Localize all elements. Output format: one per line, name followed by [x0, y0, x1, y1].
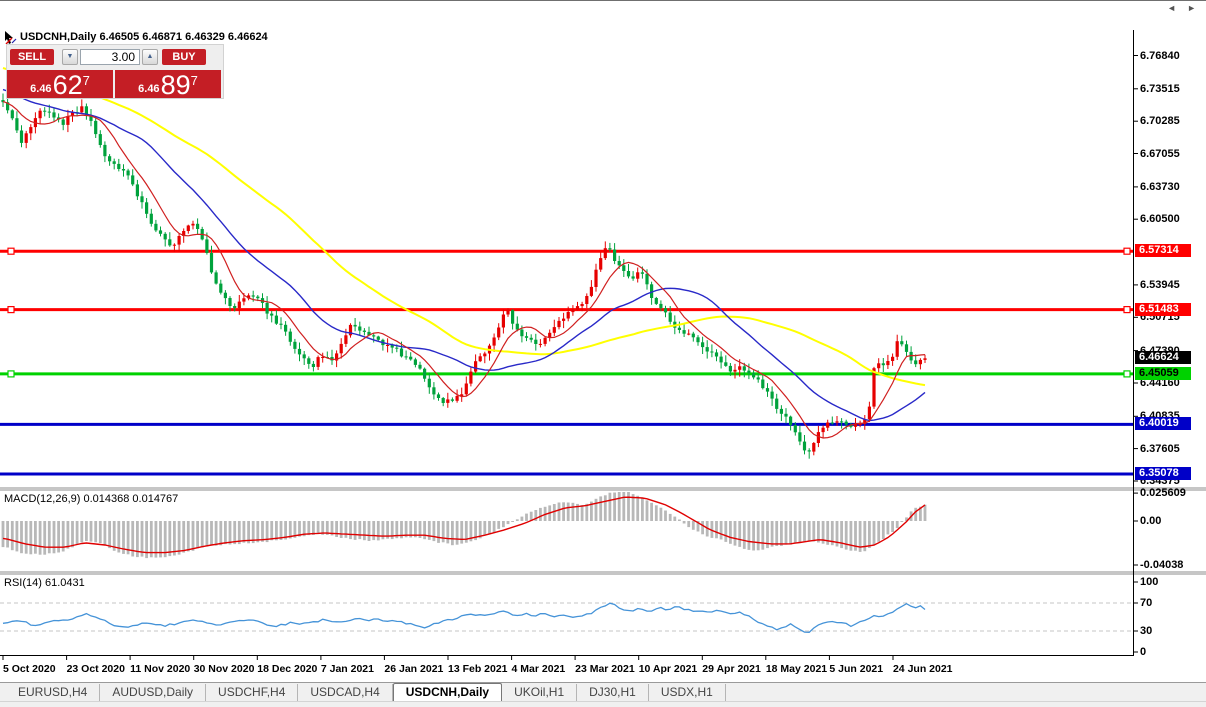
buy-price-big: 89	[160, 70, 191, 100]
date-axis-label: 13 Feb 2021	[447, 663, 508, 675]
price-tick-label: 6.76840	[1140, 49, 1180, 62]
current-price-label: 6.46624	[1135, 351, 1191, 365]
sell-price-prefix: 6.46	[30, 83, 52, 95]
chart-cursor-icon	[5, 31, 17, 45]
buy-price-pip: 7	[190, 73, 198, 88]
status-strip	[0, 701, 1206, 707]
sell-price-pip: 7	[82, 73, 90, 88]
tabs-scroll-right-button[interactable]: ►	[1187, 3, 1196, 13]
rsi-plot	[0, 602, 1133, 633]
level-handle[interactable]	[1123, 306, 1131, 314]
macd-axis-label: -0.04038	[1140, 559, 1184, 571]
rsi-axis-label: 100	[1140, 576, 1159, 588]
date-axis-label: 26 Jan 2021	[384, 663, 444, 675]
date-axis-label: 24 Jun 2021	[892, 663, 953, 675]
level-price-label: 6.57314	[1135, 244, 1191, 258]
level-price-label: 6.51483	[1135, 302, 1191, 316]
date-axis-label: 18 Dec 2020	[257, 663, 318, 675]
volume-increase-button[interactable]: ▲	[142, 49, 158, 65]
macd-plot	[1, 492, 927, 559]
volume-decrease-button[interactable]: ▼	[62, 49, 78, 65]
price-plot[interactable]	[0, 67, 1133, 476]
chart-tab-usdcad-h4[interactable]: USDCAD,H4	[298, 684, 393, 701]
level-handle[interactable]	[7, 247, 15, 255]
sell-button[interactable]: SELL	[10, 49, 54, 65]
date-axis-label: 11 Nov 2020	[130, 663, 191, 675]
sell-price-display[interactable]: 6.46 62 7	[7, 70, 113, 100]
chart-tab-usdx-h1[interactable]: USDX,H1	[649, 684, 726, 701]
price-tick-label: 6.60500	[1140, 213, 1180, 226]
price-tick-label: 6.70285	[1140, 115, 1180, 128]
sell-price-big: 62	[52, 70, 83, 100]
date-axis-label: 5 Oct 2020	[3, 663, 56, 675]
date-axis-label: 4 Mar 2021	[511, 663, 566, 675]
rsi-axis-label: 30	[1140, 625, 1153, 637]
level-handle[interactable]	[1123, 370, 1131, 378]
chart-tab-dj30-h1[interactable]: DJ30,H1	[577, 684, 649, 701]
level-price-label: 6.35078	[1135, 466, 1191, 480]
price-tick-label: 6.73515	[1140, 82, 1180, 95]
price-tick-label: 6.67055	[1140, 147, 1180, 160]
volume-input[interactable]: 3.00	[80, 49, 140, 65]
date-axis-label: 30 Nov 2020	[193, 663, 255, 675]
level-handle[interactable]	[7, 306, 15, 314]
rsi-label: RSI(14) 61.0431	[4, 577, 85, 589]
price-tick-label: 6.37605	[1140, 442, 1180, 455]
date-axis-label: 7 Jan 2021	[320, 663, 374, 675]
chart-tab-audusd-daily[interactable]: AUDUSD,Daily	[100, 684, 207, 701]
buy-button[interactable]: BUY	[162, 49, 206, 65]
chart-tab-eurusd-h4[interactable]: EURUSD,H4	[6, 684, 101, 701]
tabs-scroll-left-button[interactable]: ◄	[1167, 3, 1176, 13]
buy-price-display[interactable]: 6.46 89 7	[115, 70, 221, 100]
chart-tab-usdcnh-daily[interactable]: USDCNH,Daily	[392, 683, 503, 701]
price-tick-label: 6.44160	[1140, 376, 1180, 389]
chart-title: USDCNH,Daily 6.46505 6.46871 6.46329 6.4…	[20, 31, 268, 43]
level-handle[interactable]	[7, 370, 15, 378]
level-price-label: 6.40019	[1135, 417, 1191, 431]
level-price-label: 6.45059	[1135, 366, 1191, 380]
date-axis-label: 29 Apr 2021	[702, 663, 761, 675]
chart-tab-ukoil-h1[interactable]: UKOil,H1	[502, 684, 578, 701]
price-tick-label: 6.53945	[1140, 278, 1180, 291]
macd-axis-label: 0.00	[1140, 515, 1162, 527]
rsi-axis-label: 70	[1140, 597, 1153, 609]
chart-tabbar: EURUSD,H4 AUDUSD,Daily USDCHF,H4 USDCAD,H4 U…	[0, 682, 1206, 701]
price-tick-label: 6.63730	[1140, 180, 1180, 193]
buy-price-prefix: 6.46	[138, 83, 160, 95]
level-handle[interactable]	[1123, 247, 1131, 255]
trade-panel: SELL ▼ 3.00 ▲ BUY 6.46 62 7 6.46 89 7	[6, 44, 224, 99]
macd-axis-label: 0.025609	[1140, 487, 1186, 500]
rsi-axis-label: 0	[1140, 646, 1147, 658]
date-axis-label: 5 Jun 2021	[829, 663, 884, 675]
date-axis-label: 10 Apr 2021	[638, 663, 698, 675]
date-axis-label: 18 May 2021	[765, 663, 828, 675]
chart-tab-usdchf-h4[interactable]: USDCHF,H4	[206, 684, 299, 701]
date-axis-label: 23 Oct 2020	[66, 663, 125, 675]
date-axis-label: 23 Mar 2021	[575, 663, 635, 675]
macd-label: MACD(12,26,9) 0.014368 0.014767	[4, 493, 179, 505]
